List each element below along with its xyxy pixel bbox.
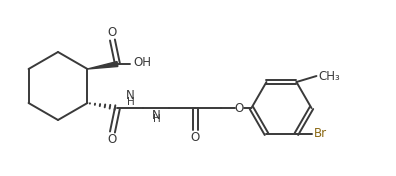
Text: OH: OH xyxy=(133,56,151,70)
Text: H: H xyxy=(127,97,134,107)
Text: N: N xyxy=(152,109,161,122)
Text: H: H xyxy=(152,114,160,124)
Text: O: O xyxy=(108,133,117,146)
Polygon shape xyxy=(88,62,118,69)
Text: CH₃: CH₃ xyxy=(318,70,340,83)
Text: O: O xyxy=(191,131,200,144)
Text: O: O xyxy=(235,102,244,115)
Text: O: O xyxy=(108,26,117,39)
Text: Br: Br xyxy=(314,127,327,140)
Text: N: N xyxy=(126,89,135,102)
